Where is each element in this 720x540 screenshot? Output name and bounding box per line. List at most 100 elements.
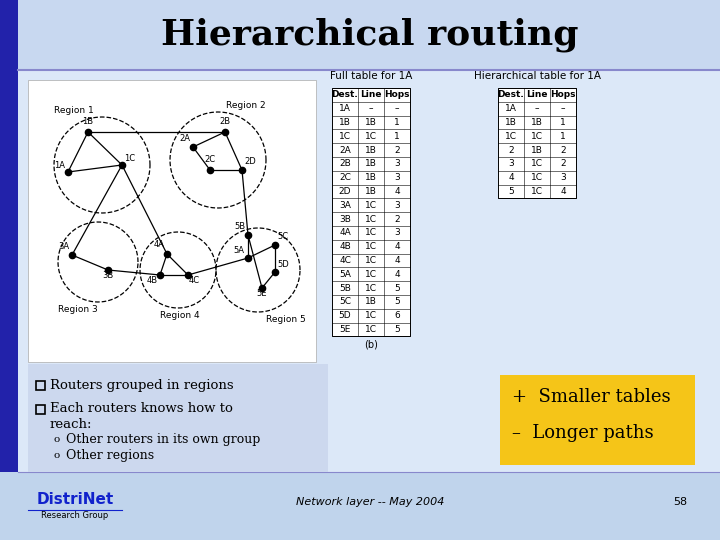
Text: Region 4: Region 4	[160, 311, 200, 320]
Text: –: –	[369, 104, 373, 113]
Text: 1C: 1C	[339, 132, 351, 141]
Text: Full table for 1A: Full table for 1A	[330, 71, 412, 81]
Text: o: o	[54, 450, 60, 460]
Text: Routers grouped in regions: Routers grouped in regions	[50, 379, 233, 392]
Text: 1C: 1C	[531, 187, 543, 196]
Text: 1: 1	[394, 132, 400, 141]
Text: 1C: 1C	[531, 132, 543, 141]
Bar	[28, 80, 316, 362]
Text: (b): (b)	[364, 340, 378, 349]
Text: –: –	[561, 104, 565, 113]
Bar	[36, 381, 45, 390]
Text: 5A: 5A	[233, 246, 245, 255]
Text: 1C: 1C	[125, 154, 135, 163]
Text: 3: 3	[508, 159, 514, 168]
Text: 1C: 1C	[531, 173, 543, 182]
Text: 2A: 2A	[179, 134, 191, 143]
Text: reach:: reach:	[50, 418, 92, 431]
Text: 1B: 1B	[365, 146, 377, 154]
Bar	[28, 364, 328, 472]
Bar	[332, 88, 410, 336]
Text: +  Smaller tables: + Smaller tables	[512, 388, 670, 406]
Bar	[498, 88, 576, 198]
Text: 1C: 1C	[505, 132, 517, 141]
Text: Region 5: Region 5	[266, 315, 306, 324]
Text: Research Group: Research Group	[41, 511, 109, 521]
Text: 4B: 4B	[146, 276, 158, 285]
Text: 4: 4	[394, 256, 400, 265]
Text: 1B: 1B	[505, 118, 517, 127]
Text: Hops: Hops	[384, 90, 410, 99]
Text: 1C: 1C	[365, 132, 377, 141]
Text: 1A: 1A	[55, 161, 66, 170]
Text: 1: 1	[560, 118, 566, 127]
Text: 3: 3	[394, 159, 400, 168]
Text: –  Longer paths: – Longer paths	[512, 424, 654, 442]
Text: 4: 4	[394, 242, 400, 251]
Text: 2: 2	[560, 146, 566, 154]
Text: 3B: 3B	[102, 271, 114, 280]
Text: 1C: 1C	[531, 159, 543, 168]
Bar	[0, 0, 18, 540]
Text: 1C: 1C	[365, 325, 377, 334]
Text: 5E: 5E	[339, 325, 351, 334]
Text: 5: 5	[394, 284, 400, 293]
Text: 1A: 1A	[339, 104, 351, 113]
Bar	[0, 472, 720, 540]
Text: 4: 4	[394, 270, 400, 279]
Text: 1C: 1C	[365, 270, 377, 279]
Text: 2C: 2C	[339, 173, 351, 182]
Text: 3B: 3B	[339, 214, 351, 224]
Text: 1C: 1C	[365, 311, 377, 320]
Text: Region 3: Region 3	[58, 305, 98, 314]
Text: 1C: 1C	[365, 214, 377, 224]
Text: Other routers in its own group: Other routers in its own group	[66, 434, 261, 447]
Bar	[18, 0, 720, 70]
Text: 5: 5	[394, 298, 400, 306]
Text: Hierarchical routing: Hierarchical routing	[161, 18, 579, 52]
Text: Each routers knows how to: Each routers knows how to	[50, 402, 233, 415]
Text: 5B: 5B	[235, 222, 246, 231]
Text: Line: Line	[360, 90, 382, 99]
Text: 3: 3	[394, 228, 400, 238]
Text: 3A: 3A	[339, 201, 351, 210]
Text: 5D: 5D	[338, 311, 351, 320]
Text: 4: 4	[508, 173, 514, 182]
Text: 3: 3	[394, 173, 400, 182]
Text: 1C: 1C	[365, 242, 377, 251]
Text: 1: 1	[394, 118, 400, 127]
Text: 1B: 1B	[365, 298, 377, 306]
Text: 1A: 1A	[505, 104, 517, 113]
Bar	[500, 375, 695, 465]
Text: 2: 2	[560, 159, 566, 168]
Text: 6: 6	[394, 311, 400, 320]
Text: Network layer -- May 2004: Network layer -- May 2004	[296, 497, 444, 507]
Text: 2B: 2B	[339, 159, 351, 168]
Text: 1B: 1B	[365, 118, 377, 127]
Text: 2D: 2D	[244, 157, 256, 166]
Text: Hierarchical table for 1A: Hierarchical table for 1A	[474, 71, 600, 81]
Text: 5A: 5A	[339, 270, 351, 279]
Text: 4A: 4A	[339, 228, 351, 238]
Text: 1C: 1C	[365, 228, 377, 238]
Text: 1C: 1C	[365, 201, 377, 210]
Text: 1C: 1C	[365, 256, 377, 265]
Text: 2D: 2D	[338, 187, 351, 196]
Text: 1B: 1B	[365, 159, 377, 168]
Text: 2C: 2C	[204, 155, 215, 164]
Text: 1B: 1B	[531, 146, 543, 154]
Text: 5E: 5E	[257, 289, 267, 298]
Text: Line: Line	[526, 90, 548, 99]
Text: 2: 2	[508, 146, 514, 154]
Text: 1B: 1B	[531, 118, 543, 127]
Text: Other regions: Other regions	[66, 449, 154, 462]
Text: 4: 4	[560, 187, 566, 196]
Text: DistriNet: DistriNet	[37, 492, 114, 508]
Text: 1B: 1B	[365, 187, 377, 196]
Text: 5B: 5B	[339, 284, 351, 293]
Text: 2B: 2B	[220, 117, 230, 126]
Text: Hops: Hops	[550, 90, 576, 99]
Text: –: –	[395, 104, 400, 113]
Text: 2: 2	[394, 146, 400, 154]
Bar	[36, 405, 45, 414]
